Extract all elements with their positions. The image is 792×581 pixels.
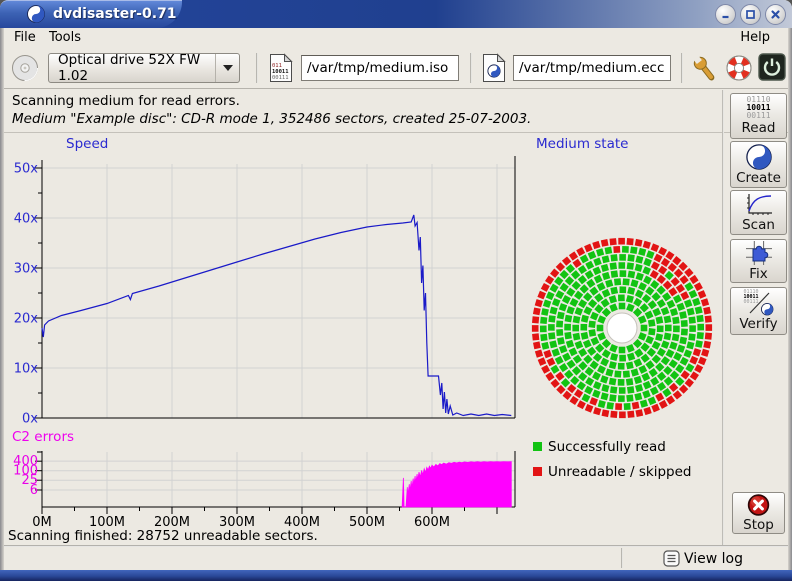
legend-red-label: Unreadable / skipped (548, 464, 692, 480)
create-button[interactable]: Create (730, 141, 787, 188)
svg-text:0x: 0x (22, 412, 38, 427)
quit-power-icon[interactable] (758, 53, 786, 81)
create-yinyang-icon (745, 143, 772, 170)
titlebar[interactable]: dvdisaster-0.71 (0, 0, 792, 28)
legend-green-swatch (533, 442, 542, 451)
speed-chart-title: Speed (66, 136, 109, 152)
svg-text:50x: 50x (14, 162, 39, 177)
read-binary-icon: 01110 10011 00111 (746, 95, 771, 120)
scan-button[interactable]: Scan (730, 190, 787, 235)
scan-chart-icon (746, 194, 772, 215)
svg-text:10x: 10x (14, 362, 39, 377)
create-button-label: Create (736, 169, 781, 186)
window-right-border (788, 28, 792, 570)
toolbar: Optical drive 52X FW 1.02 011 10011 0011… (4, 47, 788, 89)
read-button-label: Read (741, 120, 776, 136)
status-band: Scanning medium for read errors. Medium … (4, 90, 788, 133)
c2-errors-chart-title: C2 errors (12, 429, 75, 445)
menu-file[interactable]: File (14, 30, 36, 45)
window-left-border (0, 28, 4, 570)
help-lifebuoy-icon[interactable] (724, 53, 754, 83)
svg-text:30x: 30x (14, 262, 39, 277)
toolbar-separator (256, 53, 258, 83)
toolbar-separator (681, 53, 683, 83)
scan-button-label: Scan (742, 217, 775, 233)
stop-icon (747, 494, 770, 516)
preferences-wrench-icon[interactable] (690, 52, 718, 84)
minimize-button[interactable] (715, 4, 736, 25)
maximize-button[interactable] (740, 4, 761, 25)
footer-grip (621, 548, 623, 568)
minimize-icon (722, 15, 729, 19)
legend-item: Successfully read (533, 440, 666, 456)
svg-text:100: 100 (13, 464, 38, 479)
svg-text:0M: 0M (32, 515, 52, 530)
toolbar-separator (470, 53, 472, 83)
svg-text:300M: 300M (219, 515, 255, 530)
verify-compare-icon: 01110 10011 00111 (744, 290, 774, 316)
window-title: dvdisaster-0.71 (53, 6, 177, 22)
menu-help[interactable]: Help (740, 30, 770, 45)
stop-button-label: Stop (743, 517, 774, 533)
menu-tools[interactable]: Tools (49, 30, 82, 45)
footer-bar: View log (4, 547, 788, 570)
view-log-button[interactable]: View log (660, 548, 746, 569)
svg-text:500M: 500M (349, 515, 385, 530)
menubar: File Tools Help (4, 28, 788, 47)
fix-button[interactable]: Fix (730, 239, 787, 283)
legend-item: Unreadable / skipped (533, 465, 691, 481)
drive-selector-arrow[interactable] (215, 54, 239, 82)
chevron-down-icon (222, 65, 233, 71)
verify-button-label: Verify (739, 316, 778, 332)
svg-text:400: 400 (13, 454, 38, 469)
ecc-path-field[interactable] (513, 55, 671, 81)
footer-separator (4, 545, 788, 547)
svg-text:00111: 00111 (272, 75, 289, 81)
medium-state-title: Medium state (536, 136, 629, 152)
svg-text:20x: 20x (14, 312, 39, 327)
svg-text:600M: 600M (414, 515, 450, 530)
svg-text:100M: 100M (89, 515, 125, 530)
stop-button[interactable]: Stop (732, 492, 785, 534)
scan-result-text: Scanning finished: 28752 unreadable sect… (8, 528, 318, 544)
fix-button-label: Fix (749, 266, 768, 282)
svg-text:011: 011 (272, 63, 282, 69)
svg-text:400M: 400M (284, 515, 320, 530)
svg-text:200M: 200M (154, 515, 190, 530)
app-yinyang-icon (27, 5, 45, 23)
iso-path-field[interactable] (301, 55, 459, 81)
fix-puzzle-icon (745, 241, 772, 265)
log-list-icon (663, 550, 680, 567)
view-log-label: View log (683, 550, 743, 567)
window-bottom-border[interactable] (0, 570, 792, 581)
drive-selector[interactable]: Optical drive 52X FW 1.02 (48, 52, 240, 84)
svg-text:40x: 40x (14, 212, 39, 227)
sidebar-separator (722, 90, 724, 546)
medium-state-disc (531, 237, 713, 419)
read-button[interactable]: 01110 10011 00111 Read (730, 93, 787, 139)
close-button[interactable] (765, 4, 786, 25)
maximize-icon (746, 10, 755, 19)
verify-button[interactable]: 01110 10011 00111 Verify (730, 287, 787, 335)
status-line1: Scanning medium for read errors. (12, 93, 240, 109)
legend-green-label: Successfully read (548, 439, 666, 455)
legend-red-swatch (533, 467, 542, 476)
svg-text:25: 25 (21, 473, 38, 488)
svg-text:10011: 10011 (272, 69, 289, 75)
drive-selector-value: Optical drive 52X FW 1.02 (58, 52, 201, 84)
svg-text:6: 6 (30, 483, 38, 498)
ecc-file-icon[interactable] (481, 53, 507, 83)
drive-icon[interactable] (10, 53, 40, 83)
status-line2: Medium "Example disc": CD-R mode 1, 3524… (12, 111, 532, 127)
close-icon (771, 10, 780, 19)
iso-image-icon[interactable]: 011 10011 00111 (268, 53, 294, 83)
